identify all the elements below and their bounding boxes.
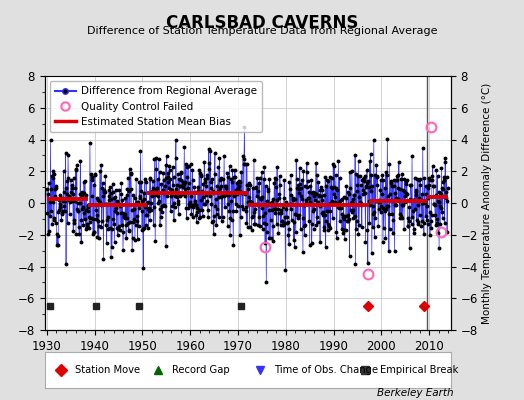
Text: Station Move: Station Move bbox=[75, 365, 140, 375]
Text: Time of Obs. Change: Time of Obs. Change bbox=[274, 365, 378, 375]
Text: Berkeley Earth: Berkeley Earth bbox=[377, 388, 453, 398]
Y-axis label: Monthly Temperature Anomaly Difference (°C): Monthly Temperature Anomaly Difference (… bbox=[482, 82, 492, 324]
Legend: Difference from Regional Average, Quality Control Failed, Estimated Station Mean: Difference from Regional Average, Qualit… bbox=[50, 81, 262, 132]
Text: Record Gap: Record Gap bbox=[172, 365, 230, 375]
Text: Empirical Break: Empirical Break bbox=[379, 365, 458, 375]
Text: Difference of Station Temperature Data from Regional Average: Difference of Station Temperature Data f… bbox=[87, 26, 437, 36]
Text: CARLSBAD CAVERNS: CARLSBAD CAVERNS bbox=[166, 14, 358, 32]
